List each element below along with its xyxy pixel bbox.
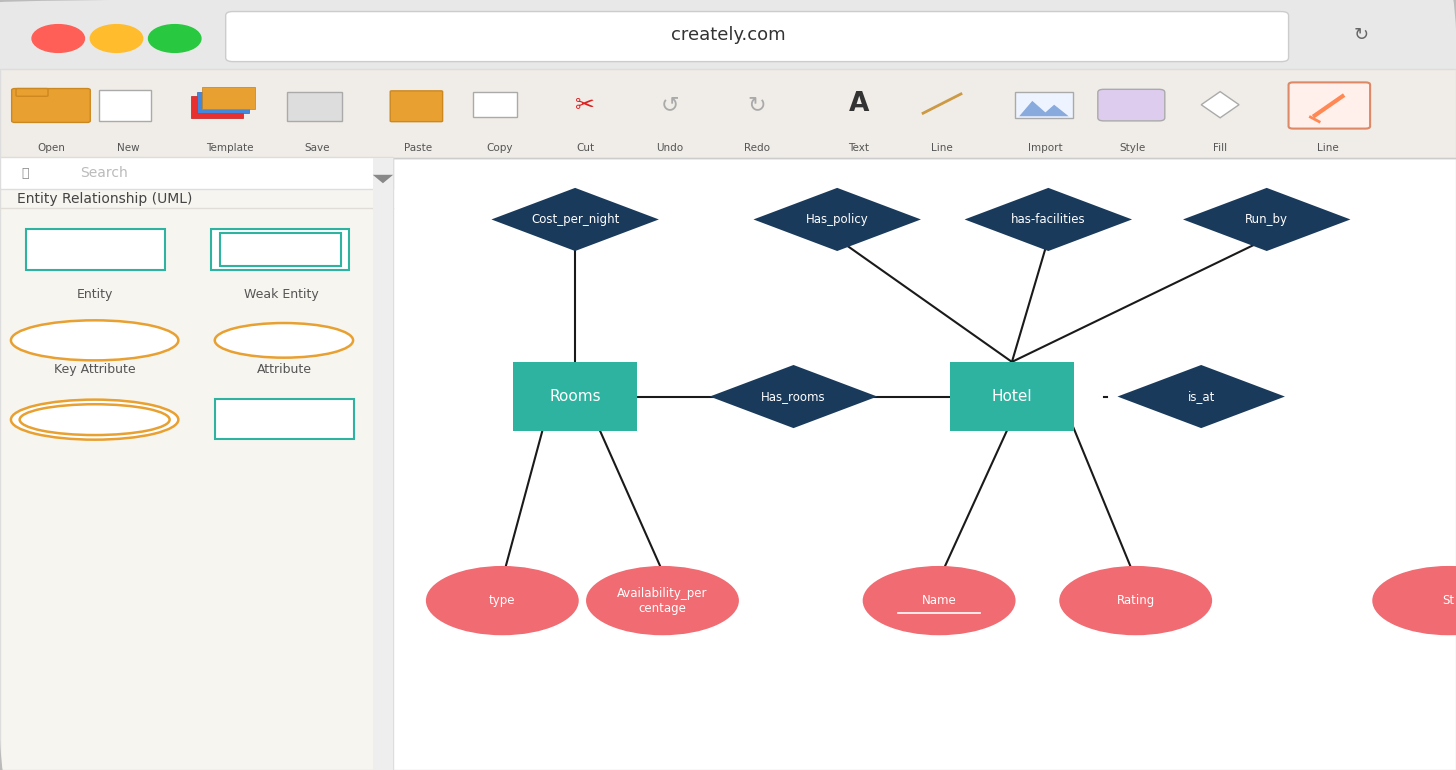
Text: St: St xyxy=(1443,594,1455,607)
Text: Has_policy: Has_policy xyxy=(805,213,869,226)
Text: Entity Relationship (UML): Entity Relationship (UML) xyxy=(17,192,192,206)
FancyBboxPatch shape xyxy=(26,229,165,270)
Text: type: type xyxy=(489,594,515,607)
Circle shape xyxy=(149,25,201,52)
Text: Cut: Cut xyxy=(577,143,594,152)
Text: Name: Name xyxy=(922,594,957,607)
Polygon shape xyxy=(1182,188,1351,251)
Text: Availability_per
centage: Availability_per centage xyxy=(617,587,708,614)
FancyBboxPatch shape xyxy=(99,90,151,121)
Text: Undo: Undo xyxy=(657,143,683,152)
FancyBboxPatch shape xyxy=(949,362,1073,431)
Text: Attribute: Attribute xyxy=(256,363,312,376)
Text: has-facilities: has-facilities xyxy=(1010,213,1086,226)
FancyBboxPatch shape xyxy=(202,87,255,109)
Polygon shape xyxy=(1019,101,1069,116)
FancyBboxPatch shape xyxy=(1015,92,1073,118)
Ellipse shape xyxy=(1059,566,1211,635)
FancyBboxPatch shape xyxy=(393,158,1456,770)
Text: is_at: is_at xyxy=(1188,390,1214,403)
Ellipse shape xyxy=(12,320,178,360)
Text: Line: Line xyxy=(1318,143,1338,152)
Text: Style: Style xyxy=(1120,143,1146,152)
FancyBboxPatch shape xyxy=(215,399,354,439)
Text: Run_by: Run_by xyxy=(1245,213,1289,226)
Text: Open: Open xyxy=(36,143,66,152)
Text: Cost_per_night: Cost_per_night xyxy=(531,213,619,226)
Text: Has_rooms: Has_rooms xyxy=(761,390,826,403)
FancyBboxPatch shape xyxy=(0,158,393,770)
Polygon shape xyxy=(373,175,393,183)
Text: New: New xyxy=(116,143,140,152)
Text: ✂: ✂ xyxy=(575,92,596,117)
Text: ↺: ↺ xyxy=(661,95,678,115)
Ellipse shape xyxy=(425,566,578,635)
Text: Copy: Copy xyxy=(486,143,513,152)
FancyBboxPatch shape xyxy=(16,89,48,96)
Text: Fill: Fill xyxy=(1213,143,1227,152)
FancyBboxPatch shape xyxy=(191,96,243,118)
Text: Rating: Rating xyxy=(1117,594,1155,607)
Polygon shape xyxy=(1118,365,1284,428)
FancyBboxPatch shape xyxy=(473,92,517,117)
Polygon shape xyxy=(492,188,658,251)
Text: ↻: ↻ xyxy=(748,95,766,115)
FancyBboxPatch shape xyxy=(0,0,1456,73)
FancyBboxPatch shape xyxy=(1289,82,1370,129)
Ellipse shape xyxy=(215,323,352,358)
FancyBboxPatch shape xyxy=(197,92,249,113)
FancyBboxPatch shape xyxy=(0,69,1456,158)
Text: ↻: ↻ xyxy=(1354,25,1369,44)
FancyBboxPatch shape xyxy=(390,91,443,122)
Text: Key Attribute: Key Attribute xyxy=(54,363,135,376)
Polygon shape xyxy=(964,188,1131,251)
Text: Import: Import xyxy=(1028,143,1063,152)
FancyBboxPatch shape xyxy=(211,229,349,270)
Text: Hotel: Hotel xyxy=(992,389,1032,404)
Circle shape xyxy=(32,25,84,52)
Ellipse shape xyxy=(12,400,178,440)
Text: Template: Template xyxy=(207,143,253,152)
Text: Entity: Entity xyxy=(77,289,112,301)
Text: Paste: Paste xyxy=(403,143,432,152)
FancyBboxPatch shape xyxy=(514,362,638,431)
FancyBboxPatch shape xyxy=(12,89,90,122)
Ellipse shape xyxy=(1372,566,1456,635)
Text: Weak Entity: Weak Entity xyxy=(243,289,319,301)
Text: Rooms: Rooms xyxy=(549,389,601,404)
FancyBboxPatch shape xyxy=(373,158,393,770)
Text: creately.com: creately.com xyxy=(671,25,785,44)
Circle shape xyxy=(90,25,143,52)
Ellipse shape xyxy=(862,566,1016,635)
Text: 🔍: 🔍 xyxy=(22,167,29,179)
Text: Line: Line xyxy=(932,143,952,152)
Text: Search: Search xyxy=(80,166,128,180)
Ellipse shape xyxy=(585,566,740,635)
Polygon shape xyxy=(1201,92,1239,118)
Text: Redo: Redo xyxy=(744,143,770,152)
Polygon shape xyxy=(711,365,877,428)
FancyBboxPatch shape xyxy=(287,92,342,121)
Text: A: A xyxy=(849,91,869,117)
FancyBboxPatch shape xyxy=(226,12,1289,62)
FancyBboxPatch shape xyxy=(1098,89,1165,121)
Polygon shape xyxy=(753,188,920,251)
Text: Text: Text xyxy=(849,143,869,152)
FancyBboxPatch shape xyxy=(0,157,393,189)
Text: Save: Save xyxy=(304,143,331,152)
